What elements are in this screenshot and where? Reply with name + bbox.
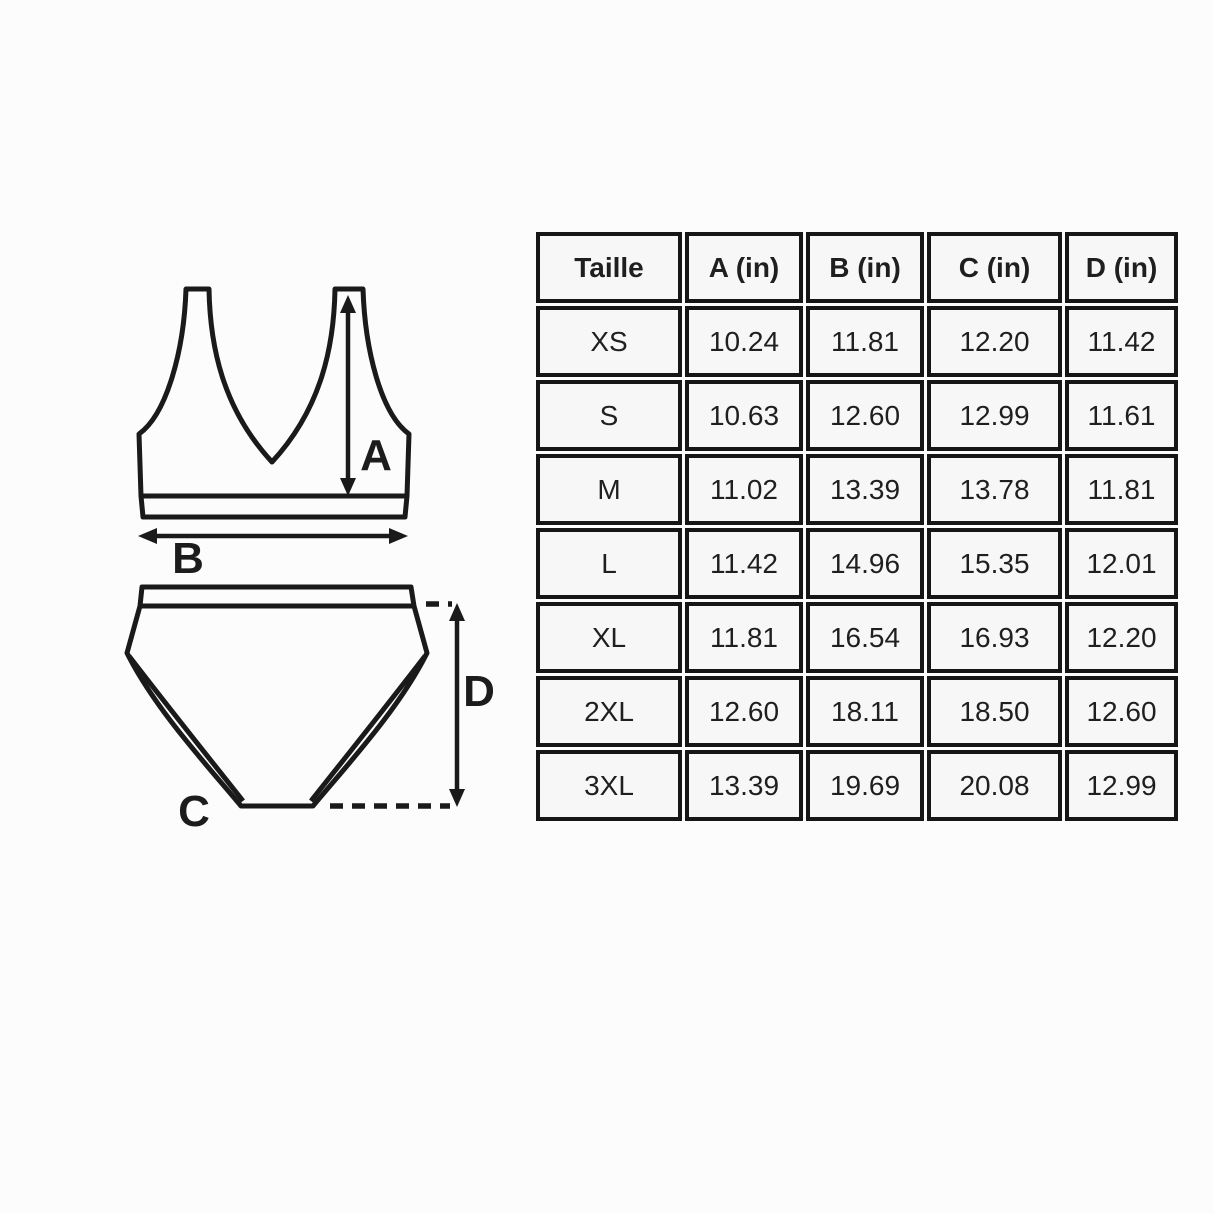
size-table-header-row: Taille A (in) B (in) C (in) D (in) <box>536 232 1178 303</box>
bikini-top-outline <box>136 286 412 520</box>
bikini-bottom-outline <box>124 584 430 809</box>
size-row-xs: XS 10.24 11.81 12.20 11.42 <box>536 306 1178 377</box>
size-cell: 12.60 <box>685 676 803 747</box>
size-cell: 11.81 <box>1065 454 1178 525</box>
size-cell: L <box>536 528 682 599</box>
size-cell: 11.42 <box>685 528 803 599</box>
size-cell: 13.39 <box>806 454 924 525</box>
size-cell: 16.93 <box>927 602 1062 673</box>
arrow-b-head-left <box>138 528 157 544</box>
size-cell: 18.50 <box>927 676 1062 747</box>
size-cell: 11.81 <box>685 602 803 673</box>
column-header-c: C (in) <box>927 232 1062 303</box>
label-a: A <box>360 431 392 480</box>
size-row-2xl: 2XL 12.60 18.11 18.50 12.60 <box>536 676 1178 747</box>
size-cell: 12.20 <box>927 306 1062 377</box>
size-cell: 15.35 <box>927 528 1062 599</box>
label-b: B <box>172 534 204 583</box>
arrow-d-head-bottom <box>449 789 465 807</box>
column-header-taille: Taille <box>536 232 682 303</box>
size-row-3xl: 3XL 13.39 19.69 20.08 12.99 <box>536 750 1178 821</box>
bikini-bottom-leg-seam-right <box>309 654 427 803</box>
size-cell: 12.20 <box>1065 602 1178 673</box>
size-cell: 20.08 <box>927 750 1062 821</box>
size-cell: XL <box>536 602 682 673</box>
column-header-a: A (in) <box>685 232 803 303</box>
size-cell: M <box>536 454 682 525</box>
size-cell: 10.24 <box>685 306 803 377</box>
size-row-l: L 11.42 14.96 15.35 12.01 <box>536 528 1178 599</box>
size-cell: 13.39 <box>685 750 803 821</box>
size-cell: 2XL <box>536 676 682 747</box>
arrow-a-head-bottom <box>340 478 356 496</box>
size-cell: 10.63 <box>685 380 803 451</box>
arrow-a-head-top <box>340 295 356 313</box>
arrow-d-head-top <box>449 603 465 621</box>
arrow-b-head-right <box>389 528 408 544</box>
size-cell: 14.96 <box>806 528 924 599</box>
size-cell: 3XL <box>536 750 682 821</box>
bikini-bottom-leg-seam-left <box>127 654 245 803</box>
size-table: Taille A (in) B (in) C (in) D (in) XS 10… <box>533 229 1181 824</box>
label-d: D <box>463 667 495 716</box>
size-cell: 12.60 <box>1065 676 1178 747</box>
size-cell: 12.01 <box>1065 528 1178 599</box>
column-header-d: D (in) <box>1065 232 1178 303</box>
size-cell: 12.60 <box>806 380 924 451</box>
size-cell: 11.42 <box>1065 306 1178 377</box>
size-cell: 13.78 <box>927 454 1062 525</box>
label-c: C <box>178 787 210 836</box>
size-cell: 16.54 <box>806 602 924 673</box>
size-row-m: M 11.02 13.39 13.78 11.81 <box>536 454 1178 525</box>
size-cell: S <box>536 380 682 451</box>
column-header-b: B (in) <box>806 232 924 303</box>
size-row-s: S 10.63 12.60 12.99 11.61 <box>536 380 1178 451</box>
size-row-xl: XL 11.81 16.54 16.93 12.20 <box>536 602 1178 673</box>
size-cell: 19.69 <box>806 750 924 821</box>
size-cell: 11.81 <box>806 306 924 377</box>
size-cell: 11.02 <box>685 454 803 525</box>
size-cell: 12.99 <box>1065 750 1178 821</box>
size-cell: XS <box>536 306 682 377</box>
size-cell: 18.11 <box>806 676 924 747</box>
size-cell: 12.99 <box>927 380 1062 451</box>
size-cell: 11.61 <box>1065 380 1178 451</box>
